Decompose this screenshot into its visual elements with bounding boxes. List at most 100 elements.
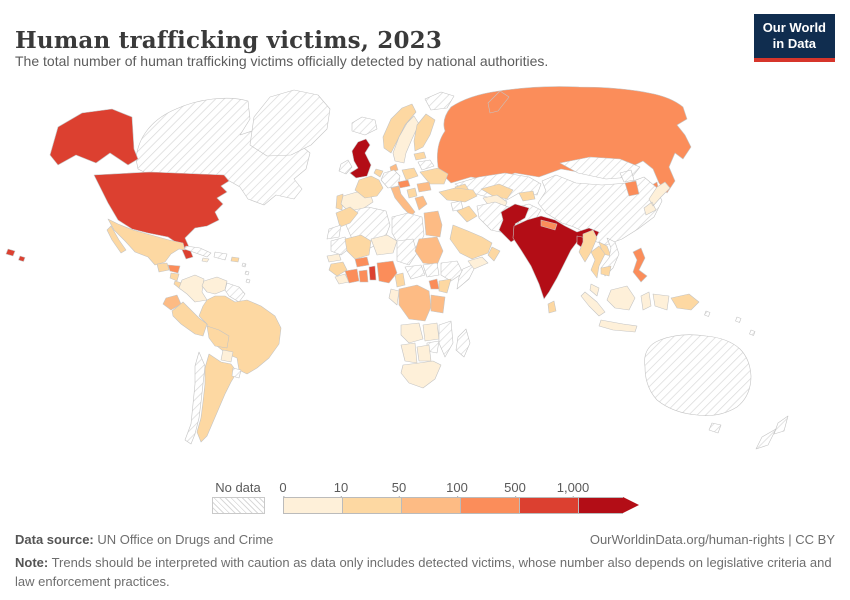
country-united-states-hawaii[interactable] [5,248,26,262]
country-thailand[interactable] [590,245,606,279]
country-austria[interactable] [397,179,411,189]
country-burkina-faso[interactable] [354,256,370,268]
country-united-kingdom[interactable] [349,138,372,179]
country-united-states[interactable] [93,171,230,260]
country-madagascar[interactable] [455,328,471,358]
country-poland[interactable] [401,167,419,181]
country-australia-tasmania[interactable] [708,422,722,434]
country-gabon-congo[interactable] [388,288,400,306]
country-mexico-baja[interactable] [106,225,127,254]
country-uzbekistan[interactable] [480,183,514,200]
country-mozambique[interactable] [438,320,454,358]
country-north-korea[interactable] [619,169,635,183]
country-vietnam[interactable] [600,237,620,277]
country-malaysia[interactable] [589,283,600,297]
country-colombia[interactable] [178,274,208,303]
country-angola[interactable] [400,322,424,344]
country-cuba[interactable] [183,245,212,258]
country-uganda[interactable] [428,278,440,290]
country-indonesia-west-papua[interactable] [652,293,670,311]
country-indonesia-sulawesi[interactable] [640,291,652,311]
country-philippines[interactable] [632,247,648,283]
country-south-africa[interactable] [400,360,442,389]
legend-no-data-swatch[interactable] [212,497,265,514]
country-hispaniola[interactable] [213,251,228,261]
country-ireland[interactable] [338,159,353,175]
country-ecuador[interactable] [162,294,182,311]
country-drc[interactable] [398,284,432,322]
country-tanzania[interactable] [430,294,446,314]
country-sudan[interactable] [414,236,444,266]
country-peru[interactable] [171,301,208,337]
country-nepal[interactable] [540,219,558,231]
country-guinea[interactable] [328,261,348,277]
country-namibia[interactable] [400,342,418,364]
legend-bin-500-1000[interactable] [519,497,578,514]
country-greece[interactable] [414,195,428,211]
country-chad[interactable] [396,238,418,266]
country-egypt[interactable] [423,210,443,238]
country-mexico[interactable] [107,218,186,266]
country-denmark[interactable] [389,163,399,173]
country-oman[interactable] [487,246,501,262]
country-russia[interactable] [437,86,692,194]
country-myanmar[interactable] [578,229,598,263]
country-south-sudan[interactable] [422,262,440,278]
country-jamaica[interactable] [201,257,210,263]
country-sri-lanka[interactable] [547,300,557,314]
country-ethiopia[interactable] [440,260,464,282]
country-morocco[interactable] [335,206,359,228]
country-indonesia-java[interactable] [598,319,638,333]
legend-bin-1000-plus[interactable] [578,497,623,514]
country-netherlands-belgium[interactable] [373,168,384,178]
country-lesser-antilles[interactable] [241,262,251,284]
country-balkans[interactable] [406,187,418,199]
country-cameroon[interactable] [394,272,406,288]
country-nicaragua[interactable] [169,272,180,282]
country-norway[interactable] [382,103,417,154]
legend-bin-10-50[interactable] [342,497,401,514]
owid-logo[interactable]: Our World in Data [753,14,835,62]
country-honduras[interactable] [167,264,181,274]
country-turkey[interactable] [438,187,478,203]
country-finland[interactable] [413,113,436,152]
legend-bin-100-500[interactable] [460,497,519,514]
country-united-states-alaska[interactable] [49,108,139,166]
country-saudi-arabia[interactable] [449,224,493,260]
country-russia-novaya-zemlya[interactable] [487,90,510,114]
legend-bin-50-100[interactable] [401,497,460,514]
country-kyrgyzstan[interactable] [518,190,536,202]
country-new-zealand-north[interactable] [773,415,789,435]
country-papua-new-guinea[interactable] [670,293,700,311]
country-pacific-islands[interactable] [704,310,756,336]
country-venezuela[interactable] [201,276,228,295]
country-chile[interactable] [184,351,206,445]
country-iceland[interactable] [351,116,378,136]
country-western-sahara[interactable] [326,224,342,240]
country-cambodia[interactable] [600,265,612,277]
country-yemen[interactable] [467,256,489,270]
country-australia[interactable] [644,334,752,416]
country-belarus[interactable] [417,159,435,171]
country-ghana[interactable] [358,269,369,283]
country-cote-divoire[interactable] [344,268,360,284]
country-japan[interactable] [643,181,671,216]
country-central-african-republic[interactable] [404,264,426,280]
country-new-zealand-south[interactable] [755,428,777,450]
country-svalbard[interactable] [424,91,455,111]
country-bolivia[interactable] [206,325,230,349]
country-mali[interactable] [344,234,372,260]
country-germany[interactable] [380,169,401,189]
country-indonesia-borneo[interactable] [606,285,636,311]
country-greenland[interactable] [249,89,331,157]
country-indonesia-sumatra[interactable] [580,291,606,317]
country-baltics[interactable] [413,151,427,161]
country-nigeria[interactable] [376,260,398,284]
country-zambia[interactable] [422,322,440,342]
country-kenya[interactable] [438,278,452,294]
credit-link[interactable]: OurWorldinData.org/human-rights | CC BY [589,532,835,547]
country-botswana[interactable] [416,344,432,362]
country-italy[interactable] [390,185,416,217]
country-benin-togo[interactable] [368,265,377,281]
country-uruguay[interactable] [231,367,242,379]
